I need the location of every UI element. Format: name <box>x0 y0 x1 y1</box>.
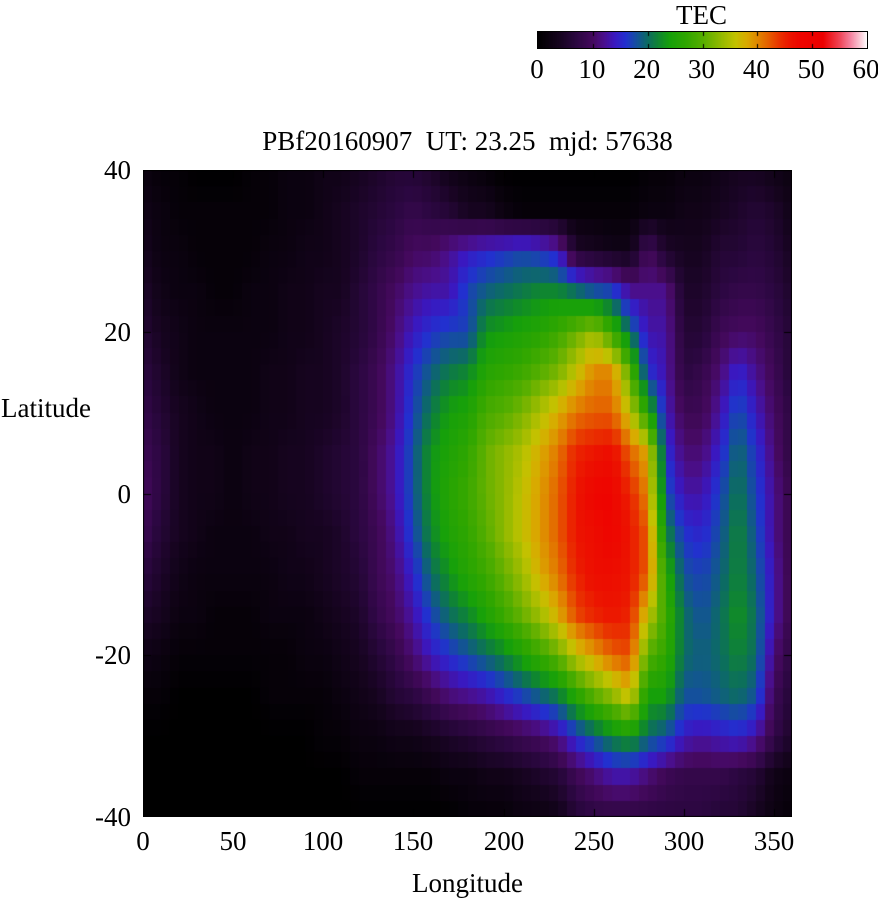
colorbar <box>537 31 868 49</box>
colorbar-tick-label: 50 <box>797 54 825 84</box>
x-tick-label: 200 <box>483 826 525 856</box>
heatmap-canvas <box>143 170 792 817</box>
x-tick-label: 350 <box>753 826 795 856</box>
x-tick-label: 50 <box>219 826 247 856</box>
x-tick-label: 0 <box>136 826 150 856</box>
x-tick-label: 100 <box>302 826 344 856</box>
x-axis-label: Longitude <box>412 868 523 898</box>
y-tick-label: -40 <box>95 802 131 832</box>
colorbar-tick-label: 0 <box>530 54 544 84</box>
colorbar-title: TEC <box>676 0 727 30</box>
x-tick-label: 150 <box>392 826 434 856</box>
x-tick-label: 300 <box>663 826 705 856</box>
colorbar-tick-label: 20 <box>633 54 661 84</box>
x-tick-label: 250 <box>573 826 615 856</box>
y-tick-label: 20 <box>104 317 131 347</box>
colorbar-tick-label: 40 <box>742 54 770 84</box>
colorbar-tick-label: 30 <box>688 54 715 84</box>
y-tick-label: 0 <box>117 479 132 509</box>
y-tick-label: 40 <box>104 155 131 185</box>
colorbar-tick-label: 10 <box>578 54 606 84</box>
colorbar-tick-label: 60 <box>852 54 878 84</box>
y-tick-label: -20 <box>95 640 131 670</box>
chart-title: PBf20160907 UT: 23.25 mjd: 57638 <box>262 126 673 156</box>
y-axis-label: Latitude <box>1 393 91 423</box>
